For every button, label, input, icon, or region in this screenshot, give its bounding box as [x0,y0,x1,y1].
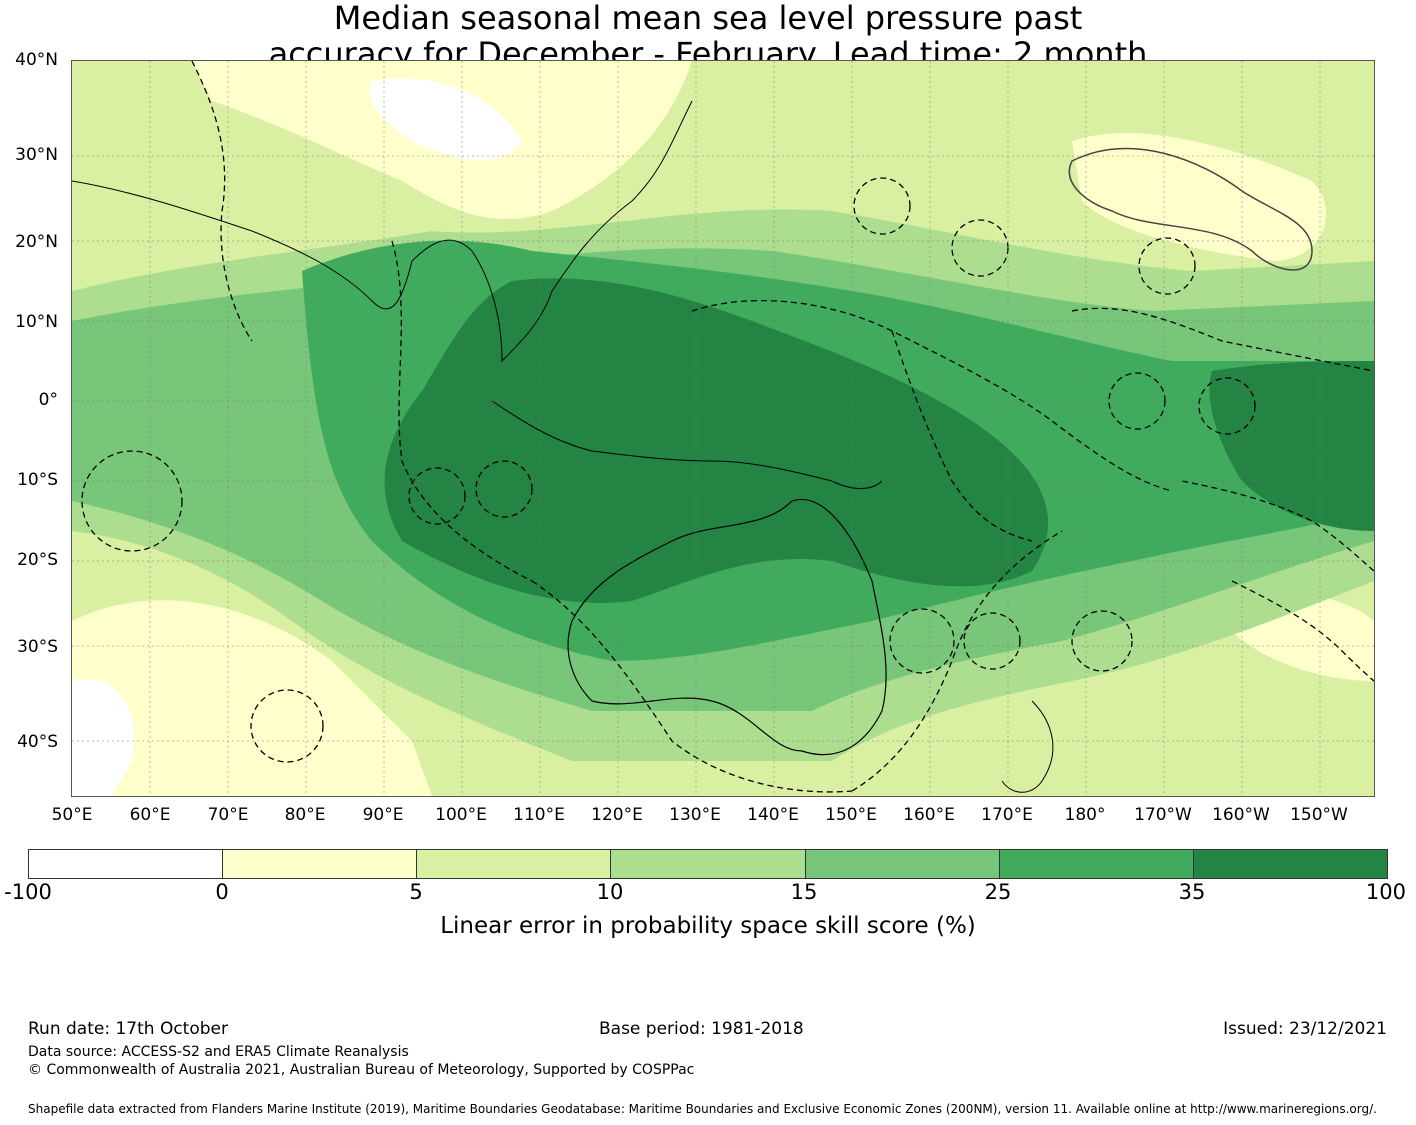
base-period: Base period: 1981-2018 [599,1019,804,1039]
skill-region-35-100-eastpacific [1209,361,1374,531]
lon-label-150w: 150°W [1290,805,1348,825]
title-line-1: Median seasonal mean sea level pressure … [333,0,1083,37]
colorbar-tick: 5 [409,880,423,904]
eez-circle-christmas [475,460,533,518]
skill-region-negative-southwest [72,679,134,796]
eez-circle-cocos [408,467,466,525]
lon-label-160w: 160°W [1212,805,1270,825]
lon-label-60e: 60°E [129,805,171,825]
eez-line-india [191,61,253,342]
run-date: Run date: 17th October [28,1019,228,1039]
eez-boundaries [81,61,1374,793]
eez-circle-norfolk [889,608,955,674]
shapefile-credit: Shapefile data extracted from Flanders M… [28,1102,1377,1116]
asia-coastline [72,100,693,363]
colorbar-segment [805,850,1000,878]
lon-label-180: 180° [1064,805,1106,825]
eez-line-pacific-equator [1071,307,1374,372]
lon-label-140e: 140°E [747,805,799,825]
australia-coastline [567,498,887,756]
eez-circle-jarvis [1198,377,1256,435]
lat-label-10n: 10°N [15,312,58,332]
eez-circle-mauritius [81,450,183,552]
eez-circle-amsterdam [250,689,324,763]
lon-label-90e: 90°E [362,805,404,825]
eez-line-cook [1231,580,1374,682]
colorbar-segment [417,850,612,878]
hawaii-eez-outline [1068,147,1313,271]
skill-region-35-100-core [384,278,1049,603]
eez-line-pacific-north [691,299,1173,492]
issued-date: Issued: 23/12/2021 [1223,1019,1387,1039]
lon-label-50e: 50°E [51,805,93,825]
eez-circle-howland [1108,372,1166,430]
eez-line-australia-east [851,530,1063,792]
lon-label-120e: 120°E [591,805,643,825]
new-zealand-coastline [1001,700,1054,793]
colorbar-segment [223,850,418,878]
eez-circle-lord-howe [963,612,1021,670]
lat-label-20n: 20°N [15,232,58,252]
colorbar-segment [611,850,806,878]
colorbar [28,849,1388,879]
colorbar-tick: -100 [4,880,52,904]
lon-label-160e: 160°E [903,805,955,825]
colorbar-label: Linear error in probability space skill … [440,913,976,939]
eez-line-pacific-south [1181,480,1374,572]
lon-label-80e: 80°E [284,805,326,825]
data-source: Data source: ACCESS-S2 and ERA5 Climate … [28,1044,409,1060]
eez-circle-minamitori [853,177,911,235]
colorbar-segment [1193,850,1387,878]
lon-label-170w: 170°W [1134,805,1192,825]
colorbar-tick: 25 [984,880,1012,904]
lat-label-30s: 30°S [17,637,58,657]
lon-label-130e: 130°E [669,805,721,825]
lon-label-110e: 110°E [513,805,565,825]
eez-line-australia-west [531,580,853,793]
eez-line-bay-of-bengal [391,240,533,582]
map-title: Median seasonal mean sea level pressure … [0,0,1416,72]
graticule [72,61,1374,796]
lat-label-40n: 40°N [15,50,58,70]
lat-label-10s: 10°S [17,470,58,490]
skill-region-negative-tibet [369,78,522,160]
colorbar-tick: 35 [1178,880,1206,904]
skill-region-0-5-southwest [72,600,432,796]
skill-region-0-5-northpacific [1072,133,1327,261]
colorbar-tick: 0 [215,880,229,904]
lon-label-70e: 70°E [207,805,249,825]
lon-label-150e: 150°E [825,805,877,825]
lat-label-20s: 20°S [17,550,58,570]
skill-map [71,60,1375,797]
copyright: © Commonwealth of Australia 2021, Austra… [28,1062,695,1078]
colorbar-tick: 10 [596,880,624,904]
colorbar-tick: 100 [1365,880,1406,904]
lon-label-170e: 170°E [981,805,1033,825]
colorbar-tick: 15 [790,880,818,904]
maritime-continent-coastline [491,400,883,489]
lat-label-30n: 30°N [15,145,58,165]
eez-line-png [891,330,1033,542]
skill-map-canvas [72,61,1374,796]
lat-label-0: 0° [38,390,58,410]
lon-label-100e: 100°E [435,805,487,825]
colorbar-segment [29,850,224,878]
lat-label-40s: 40°S [17,732,58,752]
eez-circle-kermadec [1071,610,1133,672]
colorbar-segment [999,850,1194,878]
eez-circle-johnston [1138,237,1196,295]
